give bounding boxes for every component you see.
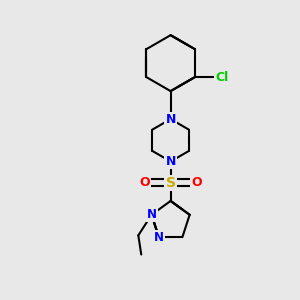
Text: Cl: Cl	[215, 70, 229, 84]
Text: N: N	[165, 155, 176, 168]
Text: N: N	[147, 208, 157, 221]
Text: N: N	[154, 231, 164, 244]
Text: O: O	[191, 176, 202, 189]
Text: O: O	[140, 176, 150, 189]
Text: S: S	[166, 176, 176, 190]
Text: N: N	[165, 112, 176, 126]
